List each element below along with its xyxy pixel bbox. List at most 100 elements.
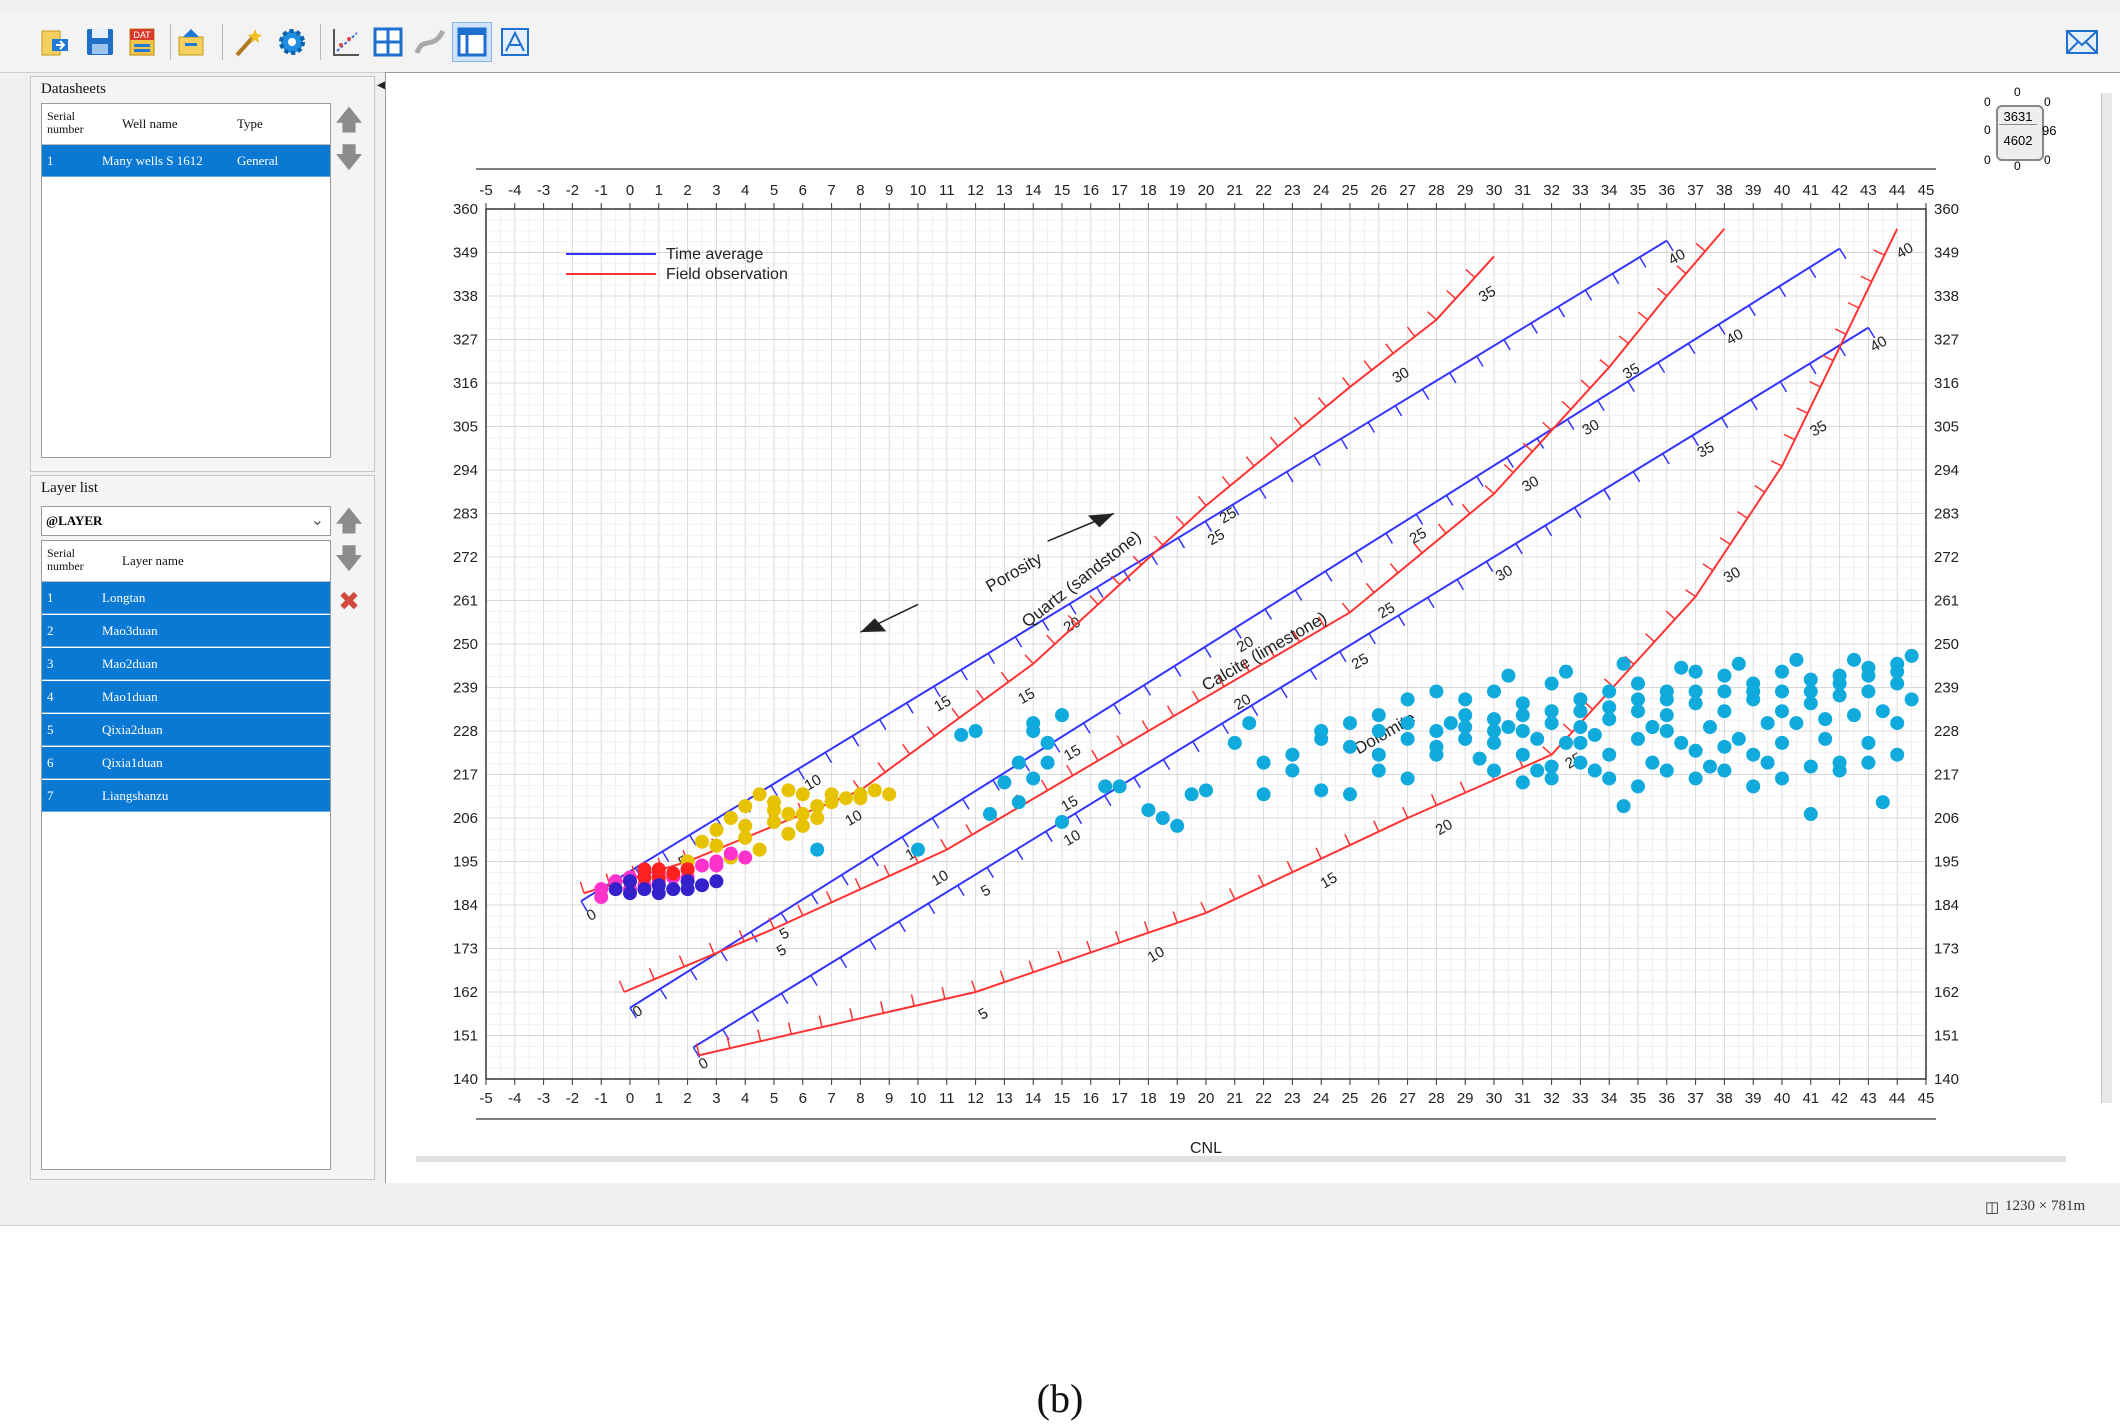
data-point bbox=[1487, 712, 1501, 727]
move-down-arrow-icon[interactable]: 🡇 bbox=[334, 142, 364, 173]
page-size-icon: ◫ bbox=[1985, 1199, 2000, 1216]
data-point bbox=[1746, 747, 1761, 762]
data-point bbox=[1688, 743, 1703, 758]
time-average-tick bbox=[1367, 421, 1376, 433]
time-average-tick bbox=[1045, 831, 1053, 843]
field-observation-tick bbox=[1523, 442, 1533, 453]
layer-select[interactable]: @LAYER ⌄ bbox=[41, 506, 331, 536]
export-icon[interactable] bbox=[172, 22, 212, 62]
data-point bbox=[1746, 684, 1761, 699]
layer-row[interactable]: 7 Liangshanzu bbox=[42, 780, 330, 812]
datasheet-row[interactable]: 1 Many wells S 1612 General bbox=[42, 145, 330, 177]
splitter-arrow-icon[interactable]: ◀ bbox=[377, 76, 388, 92]
move-up-arrow-icon[interactable]: 🡅 bbox=[334, 505, 364, 536]
data-point bbox=[1371, 724, 1386, 738]
layer-row[interactable]: 2 Mao3duan bbox=[42, 615, 330, 647]
y-tick-label-right: 338 bbox=[1934, 288, 1959, 305]
layer-row[interactable]: 4 Mao1duan bbox=[42, 681, 330, 713]
y-tick-label-left: 184 bbox=[453, 897, 478, 914]
field-observation-tick bbox=[1116, 735, 1124, 747]
layer-name: Longtan bbox=[102, 590, 146, 605]
data-point bbox=[781, 783, 796, 798]
column-serial-number: Serial number bbox=[47, 546, 84, 573]
chart-icon[interactable] bbox=[495, 22, 535, 62]
time-average-tick bbox=[1103, 795, 1112, 807]
data-point bbox=[1544, 771, 1559, 786]
field-observation-tick bbox=[1269, 436, 1279, 447]
x-tick-label-top: -5 bbox=[479, 182, 492, 199]
time-average-tick bbox=[1415, 513, 1424, 525]
y-tick-label-right: 206 bbox=[1934, 810, 1959, 827]
data-point bbox=[1818, 712, 1833, 727]
chevron-down-icon[interactable]: ⌄ bbox=[310, 512, 324, 529]
x-tick-label-bottom: 7 bbox=[827, 1090, 835, 1107]
data-point bbox=[1429, 724, 1444, 738]
toolbar-separator bbox=[170, 24, 171, 60]
curve-icon[interactable] bbox=[410, 22, 450, 62]
move-down-arrow-icon[interactable]: 🡇 bbox=[334, 543, 364, 574]
toolbar-separator bbox=[320, 24, 321, 60]
crossplot-icon[interactable] bbox=[326, 22, 366, 62]
panel-layout-icon[interactable] bbox=[452, 22, 492, 62]
tools-icon[interactable]: ✖ bbox=[338, 586, 360, 616]
envelope-icon[interactable] bbox=[2062, 22, 2102, 62]
time-average-tick bbox=[1544, 525, 1553, 537]
x-tick-label-top: 27 bbox=[1399, 182, 1416, 199]
vertical-scrollbar[interactable] bbox=[2101, 93, 2112, 1103]
layer-row[interactable]: 5 Qixia2duan bbox=[42, 714, 330, 746]
field-observation-tick bbox=[768, 917, 775, 930]
data-point bbox=[1515, 747, 1530, 762]
layer-row[interactable]: 3 Mao2duan bbox=[42, 648, 330, 680]
field-observation-tick bbox=[1293, 416, 1303, 427]
horizontal-scrollbar[interactable] bbox=[416, 1156, 2066, 1162]
y-tick-label-left: 217 bbox=[453, 767, 478, 784]
field-observation-tick bbox=[1172, 911, 1178, 924]
data-point bbox=[695, 878, 709, 893]
y-tick-label-right: 294 bbox=[1934, 462, 1959, 479]
data-point bbox=[1371, 708, 1386, 723]
y-tick-label-left: 261 bbox=[453, 593, 478, 610]
data-point bbox=[1890, 676, 1905, 691]
move-up-arrow-icon[interactable]: 🡅 bbox=[334, 104, 364, 135]
import-icon[interactable] bbox=[35, 22, 75, 62]
data-point bbox=[1760, 755, 1775, 770]
time-average-tick bbox=[1231, 504, 1240, 516]
save-icon[interactable] bbox=[80, 22, 120, 62]
data-point bbox=[810, 842, 825, 857]
x-tick-label-top: 0 bbox=[626, 182, 634, 199]
field-observation-tick bbox=[825, 891, 833, 903]
x-tick-label-bottom: 4 bbox=[741, 1090, 749, 1107]
time-average-tick bbox=[1485, 561, 1494, 573]
time-average-tick bbox=[1324, 570, 1333, 582]
time-average-tick bbox=[927, 903, 936, 915]
x-axis-label: CNL bbox=[1190, 1140, 1222, 1157]
dat-export-icon[interactable]: DAT bbox=[123, 22, 163, 62]
x-tick-label-bottom: 12 bbox=[967, 1090, 984, 1107]
data-point bbox=[1184, 787, 1199, 802]
layer-row[interactable]: 6 Qixia1duan bbox=[42, 747, 330, 779]
field-observation-tick bbox=[1873, 249, 1885, 256]
porosity-tick-label: 20 bbox=[1061, 614, 1084, 637]
time-average-tick bbox=[1445, 494, 1454, 506]
data-point bbox=[738, 818, 753, 833]
layer-row[interactable]: 1 Longtan bbox=[42, 582, 330, 614]
data-point bbox=[1803, 696, 1818, 711]
field-observation-line bbox=[698, 228, 1899, 1057]
x-tick-label-bottom: 24 bbox=[1313, 1090, 1330, 1107]
layer-list-title: Layer list bbox=[41, 480, 99, 496]
time-average-tick bbox=[770, 785, 778, 797]
corner-right-value: 96 bbox=[2042, 123, 2057, 138]
settings-icon[interactable] bbox=[272, 22, 312, 62]
data-point bbox=[1818, 731, 1833, 746]
crossplot-chart[interactable]: -5-5-4-4-3-3-2-2-1-100112233445566778899… bbox=[386, 73, 2120, 1183]
porosity-tick-label: 15 bbox=[1061, 742, 1084, 765]
wand-icon[interactable] bbox=[228, 22, 268, 62]
y-tick-label-right: 250 bbox=[1934, 636, 1959, 653]
corner-widget[interactable]: 3631 4602 96 0 0 0 0 0 0 0 bbox=[1976, 85, 2076, 175]
data-point bbox=[709, 874, 724, 889]
grid-icon[interactable] bbox=[368, 22, 408, 62]
field-observation-tick bbox=[1141, 720, 1150, 732]
field-observation-tick bbox=[579, 881, 585, 894]
field-observation-tick bbox=[1229, 888, 1236, 900]
application-window: DAT Datasheet bbox=[0, 0, 2120, 1226]
